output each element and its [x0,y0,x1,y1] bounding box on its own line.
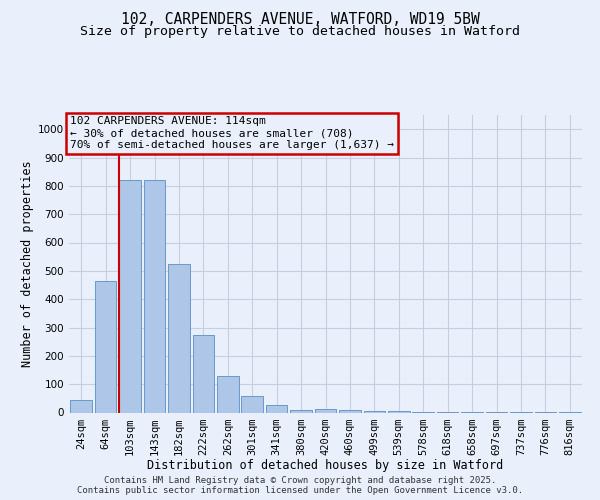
Bar [70,400,92,412]
Bar [168,264,190,412]
Bar [266,406,287,412]
Bar [290,410,312,412]
Bar [144,180,165,412]
Bar [119,180,141,412]
Bar [388,411,410,412]
Text: Size of property relative to detached houses in Watford: Size of property relative to detached ho… [80,25,520,38]
Text: 102 CARPENDERS AVENUE: 114sqm
← 30% of detached houses are smaller (708)
70% of : 102 CARPENDERS AVENUE: 114sqm ← 30% of d… [70,116,394,150]
Bar [315,409,336,412]
Bar [339,410,361,412]
Bar [217,376,239,412]
X-axis label: Distribution of detached houses by size in Watford: Distribution of detached houses by size … [148,459,503,472]
Bar [241,396,263,412]
Bar [95,281,116,412]
Y-axis label: Number of detached properties: Number of detached properties [21,160,34,367]
Text: 102, CARPENDERS AVENUE, WATFORD, WD19 5BW: 102, CARPENDERS AVENUE, WATFORD, WD19 5B… [121,12,479,28]
Bar [364,411,385,412]
Text: Contains HM Land Registry data © Crown copyright and database right 2025.
Contai: Contains HM Land Registry data © Crown c… [77,476,523,495]
Bar [193,334,214,412]
